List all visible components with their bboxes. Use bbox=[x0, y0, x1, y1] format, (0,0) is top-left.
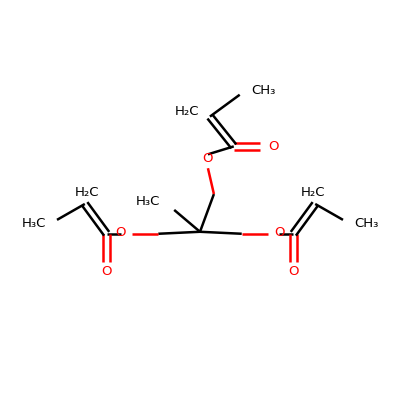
Text: H₃C: H₃C bbox=[22, 217, 46, 230]
Text: O: O bbox=[203, 152, 213, 165]
Text: H₂C: H₂C bbox=[174, 105, 199, 118]
Text: O: O bbox=[275, 226, 285, 239]
Text: CH₃: CH₃ bbox=[251, 84, 275, 97]
Text: O: O bbox=[268, 140, 279, 153]
Text: O: O bbox=[288, 265, 298, 278]
Text: CH₃: CH₃ bbox=[354, 217, 378, 230]
Text: O: O bbox=[115, 226, 125, 239]
Text: O: O bbox=[102, 265, 112, 278]
Text: H₂C: H₂C bbox=[74, 186, 99, 199]
Text: H₃C: H₃C bbox=[136, 196, 160, 208]
Text: H₂C: H₂C bbox=[301, 186, 326, 199]
